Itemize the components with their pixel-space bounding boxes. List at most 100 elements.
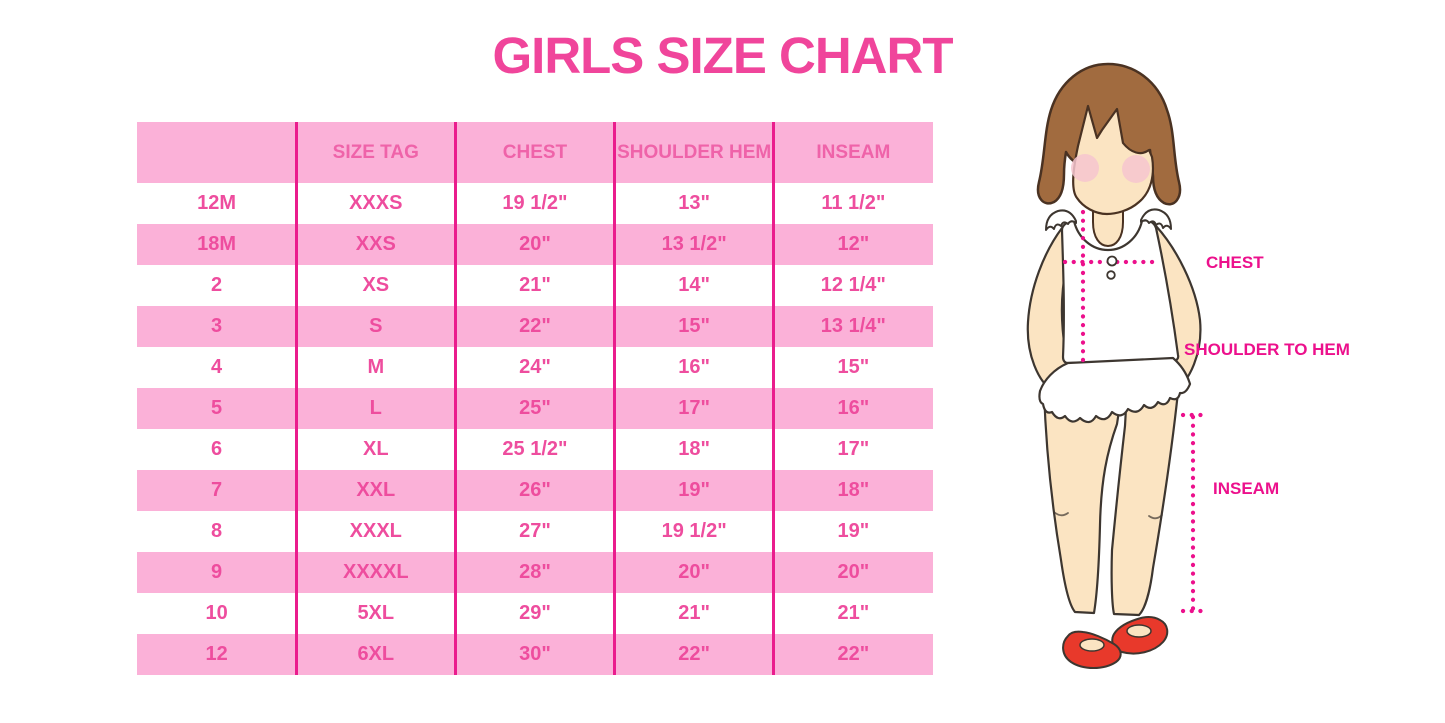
table-row: 12 6XL 30" 22" 22" [137,634,933,675]
size-cell: 12M [197,192,237,214]
inseam-cell: 21" [837,602,870,624]
size-cell: 3 [211,315,223,337]
header-cell-chest: CHEST [502,141,568,163]
right-shoulder-ruffle [1140,208,1172,230]
size-cell: 18M [197,233,237,255]
table-row: 18M XXS 20" 13 1/2" 12" [137,224,933,265]
left-blush [1071,154,1099,182]
shoulder-hem-cell: 17" [678,397,711,419]
chest-cell: 19 1/2" [502,192,568,214]
size-cell: 8 [211,520,223,542]
inseam-label: INSEAM [1213,479,1279,498]
chest-cell: 26" [519,479,551,501]
tag-cell: 5XL [357,602,395,624]
table-row: 12M XXXS 19 1/2" 13" 11 1/2" [137,183,933,224]
face-shape [1072,104,1155,216]
table-row: 4 M 24" 16" 15" [137,347,933,388]
shoulder-hem-cell: 13" [678,192,711,214]
chest-cell: 25" [519,397,551,419]
table-row: 2 XS 21" 14" 12 1/4" [137,265,933,306]
left-leg-shape [1042,388,1122,615]
shoulder-hem-cell: 14" [678,274,711,296]
right-leg-shape [1110,390,1180,617]
table-row: 10 5XL 29" 21" 21" [137,593,933,634]
right-shoe-opening [1126,624,1152,638]
tag-cell: XXS [355,233,396,255]
shoulder-hem-cell: 13 1/2" [661,233,727,255]
header-cell-shoulder-hem: SHOULDER HEM [617,141,772,163]
page-title: GIRLS SIZE CHART [492,27,953,84]
column-divider [613,122,617,675]
chest-cell: 21" [519,274,551,296]
girl-measurement-figure: CHEST SHOULDER TO HEM INSEAM [1000,60,1440,723]
tag-cell: XXXS [349,192,403,214]
inseam-cell: 18" [837,479,870,501]
shoulder-hem-cell: 18" [678,438,711,460]
size-table-header-row: SIZE TAG CHEST SHOULDER HEM INSEAM [137,122,933,183]
tag-cell: XS [362,274,390,296]
tag-cell: XXL [356,479,396,501]
header-cell-size-tag: SIZE TAG [332,141,419,163]
inseam-cell: 11 1/2" [821,192,886,214]
inseam-cell: 12" [837,233,870,255]
right-knee-line [1148,514,1163,520]
shoulder-hem-cell: 19 1/2" [661,520,727,542]
header-cell-inseam: INSEAM [816,141,891,163]
tag-cell: XL [363,438,389,460]
size-cell: 9 [211,561,223,583]
left-shoulder-ruffle [1045,209,1077,231]
inseam-cell: 19" [837,520,870,542]
size-cell: 7 [211,479,223,501]
column-divider [294,122,298,675]
tag-cell: S [369,315,383,337]
left-knee-line [1053,511,1069,517]
inseam-cell: 20" [837,561,870,583]
shoulder-hem-cell: 15" [678,315,711,337]
left-shoe-opening [1079,638,1105,652]
bottom-button [1106,270,1116,280]
column-divider [453,122,457,675]
chest-cell: 22" [519,315,551,337]
chest-cell: 27" [519,520,551,542]
tag-cell: L [369,397,382,419]
chest-cell: 20" [519,233,551,255]
top-button [1106,255,1118,267]
size-cell: 2 [211,274,223,296]
inseam-cell: 13 1/4" [820,315,886,337]
tag-cell: M [367,356,385,378]
table-row: 6 XL 25 1/2" 18" 17" [137,429,933,470]
size-cell: 12 [205,643,228,665]
size-cell: 4 [211,356,223,378]
shoulder-hem-cell: 22" [678,643,711,665]
table-row: 3 S 22" 15" 13 1/4" [137,306,933,347]
table-row: 5 L 25" 17" 16" [137,388,933,429]
skirt-shape [1038,356,1192,424]
column-divider [772,122,776,675]
table-row: 9 XXXXL 28" 20" 20" [137,552,933,593]
chest-cell: 30" [519,643,551,665]
header-cell-blank [137,122,296,183]
chest-cell: 25 1/2" [502,438,568,460]
shoulder-hem-cell: 19" [678,479,711,501]
girl-measurement-illustration: CHEST SHOULDER TO HEM INSEAM [1026,62,1350,669]
size-cell: 6 [211,438,223,460]
inseam-cell: 15" [837,356,870,378]
inseam-cell: 12 1/4" [820,274,886,296]
shoulder-hem-cell: 21" [678,602,711,624]
inseam-cell: 17" [837,438,870,460]
inseam-cell: 16" [837,397,870,419]
tag-cell: 6XL [357,643,395,665]
size-cell: 5 [211,397,223,419]
tag-cell: XXXXL [342,561,409,583]
right-blush [1122,155,1150,183]
inseam-cell: 22" [837,643,870,665]
shoulder-hem-cell: 20" [678,561,711,583]
chest-cell: 24" [519,356,551,378]
table-row: 8 XXXL 27" 19 1/2" 19" [137,511,933,552]
chest-cell: 29" [519,602,551,624]
table-row: 7 XXL 26" 19" 18" [137,470,933,511]
chest-label: CHEST [1206,253,1264,272]
size-table: SIZE TAG CHEST SHOULDER HEM INSEAM 12M X… [137,122,933,675]
tag-cell: XXXL [349,520,402,542]
